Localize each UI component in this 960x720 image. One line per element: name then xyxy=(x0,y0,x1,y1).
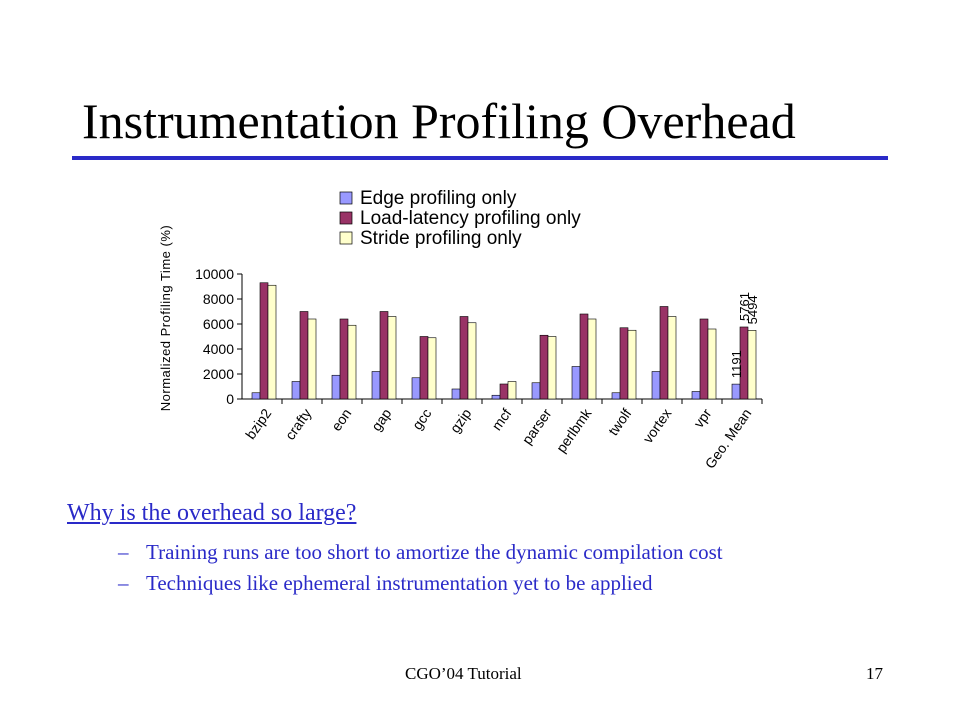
bar-edge xyxy=(291,381,301,400)
y-tick-label: 2000 xyxy=(203,366,234,382)
x-tick-label: gap xyxy=(368,405,395,433)
legend-swatch xyxy=(339,211,353,225)
y-tick-label: 4000 xyxy=(203,341,234,357)
bar-edge xyxy=(411,377,421,400)
bar-stride xyxy=(267,284,277,400)
page-number: 17 xyxy=(866,664,883,683)
bar-load-latency xyxy=(579,313,589,400)
legend-swatch xyxy=(339,231,353,245)
legend-label: Load-latency profiling only xyxy=(360,208,581,229)
x-tick-label: parser xyxy=(519,405,555,447)
x-tick-label: perlbmk xyxy=(553,405,595,456)
bar-load-latency xyxy=(459,316,469,400)
bullet-item: – Training runs are too short to amortize… xyxy=(118,537,723,568)
bar-stride xyxy=(667,316,677,400)
bullet-text: Training runs are too short to amortize … xyxy=(146,540,723,564)
bar-load-latency xyxy=(699,318,709,400)
legend-label: Stride profiling only xyxy=(360,228,522,249)
bar-edge xyxy=(251,392,261,400)
bar-load-latency xyxy=(539,334,549,400)
slide-title: Instrumentation Profiling Overhead xyxy=(82,93,796,149)
bar-load-latency xyxy=(419,336,429,400)
bar-stride xyxy=(427,337,437,400)
bar-edge xyxy=(571,366,581,400)
bar-edge xyxy=(651,371,661,400)
x-tick-label: gcc xyxy=(409,406,435,433)
bar-stride xyxy=(707,328,717,400)
x-tick-label: vpr xyxy=(690,405,714,430)
bullet-dash: – xyxy=(118,540,129,564)
y-tick-label: 8000 xyxy=(203,291,234,307)
legend-label: Edge profiling only xyxy=(360,188,517,209)
y-tick-label: 0 xyxy=(226,391,234,407)
bar-edge xyxy=(691,391,701,400)
x-tick-label: mcf xyxy=(488,405,514,433)
bar-stride xyxy=(627,329,637,400)
x-tick-label: gzip xyxy=(447,405,475,435)
bar-load-latency xyxy=(299,311,309,400)
x-tick-label: crafty xyxy=(282,406,315,443)
bullet-dash: – xyxy=(118,571,129,595)
bar-edge xyxy=(331,374,341,400)
bar-edge xyxy=(371,371,381,400)
bar-stride xyxy=(547,336,557,400)
y-axis-title: Normalized Profiling Time (%) xyxy=(158,225,173,411)
bar-stride xyxy=(307,318,317,400)
x-tick-label: eon xyxy=(328,406,355,434)
bar-edge xyxy=(531,382,541,400)
bar-stride xyxy=(747,330,757,400)
bar-load-latency xyxy=(619,327,629,400)
bullet-item: – Techniques like ephemeral instrumentati… xyxy=(118,568,723,599)
data-label: 1191 xyxy=(729,350,744,378)
x-tick-label: bzip2 xyxy=(242,405,274,442)
question-heading: Why is the overhead so large? xyxy=(67,500,357,526)
bar-load-latency xyxy=(499,383,509,400)
legend-swatch xyxy=(339,191,353,205)
bar-stride xyxy=(587,318,597,400)
bar-stride xyxy=(467,322,477,400)
bar-edge xyxy=(491,394,501,400)
bar-load-latency xyxy=(259,282,269,400)
profiling-overhead-chart: 0 2000 4000 6000 8000 10000 Normalized Profili… xyxy=(158,188,763,471)
y-tick-label: 10000 xyxy=(195,266,234,282)
bar-edge xyxy=(611,392,621,400)
y-tick-label: 6000 xyxy=(203,316,234,332)
footer-text: CGO’04 Tutorial xyxy=(405,664,522,683)
title-underline xyxy=(72,156,888,160)
x-tick-label: twolf xyxy=(605,405,635,438)
bar-load-latency xyxy=(659,306,669,400)
bullet-list: – Training runs are too short to amortize… xyxy=(118,537,723,599)
bar-edge xyxy=(731,383,741,400)
bar-edge xyxy=(451,388,461,400)
bar-stride xyxy=(387,316,397,400)
bar-stride xyxy=(507,381,517,400)
bar-load-latency xyxy=(379,311,389,400)
data-label: 5494 xyxy=(745,295,760,324)
x-tick-label: vortex xyxy=(639,406,674,446)
bullet-text: Techniques like ephemeral instrumentatio… xyxy=(146,571,653,595)
bar-stride xyxy=(347,324,357,400)
data-label: 5761 xyxy=(737,292,752,321)
bar-load-latency xyxy=(339,318,349,400)
